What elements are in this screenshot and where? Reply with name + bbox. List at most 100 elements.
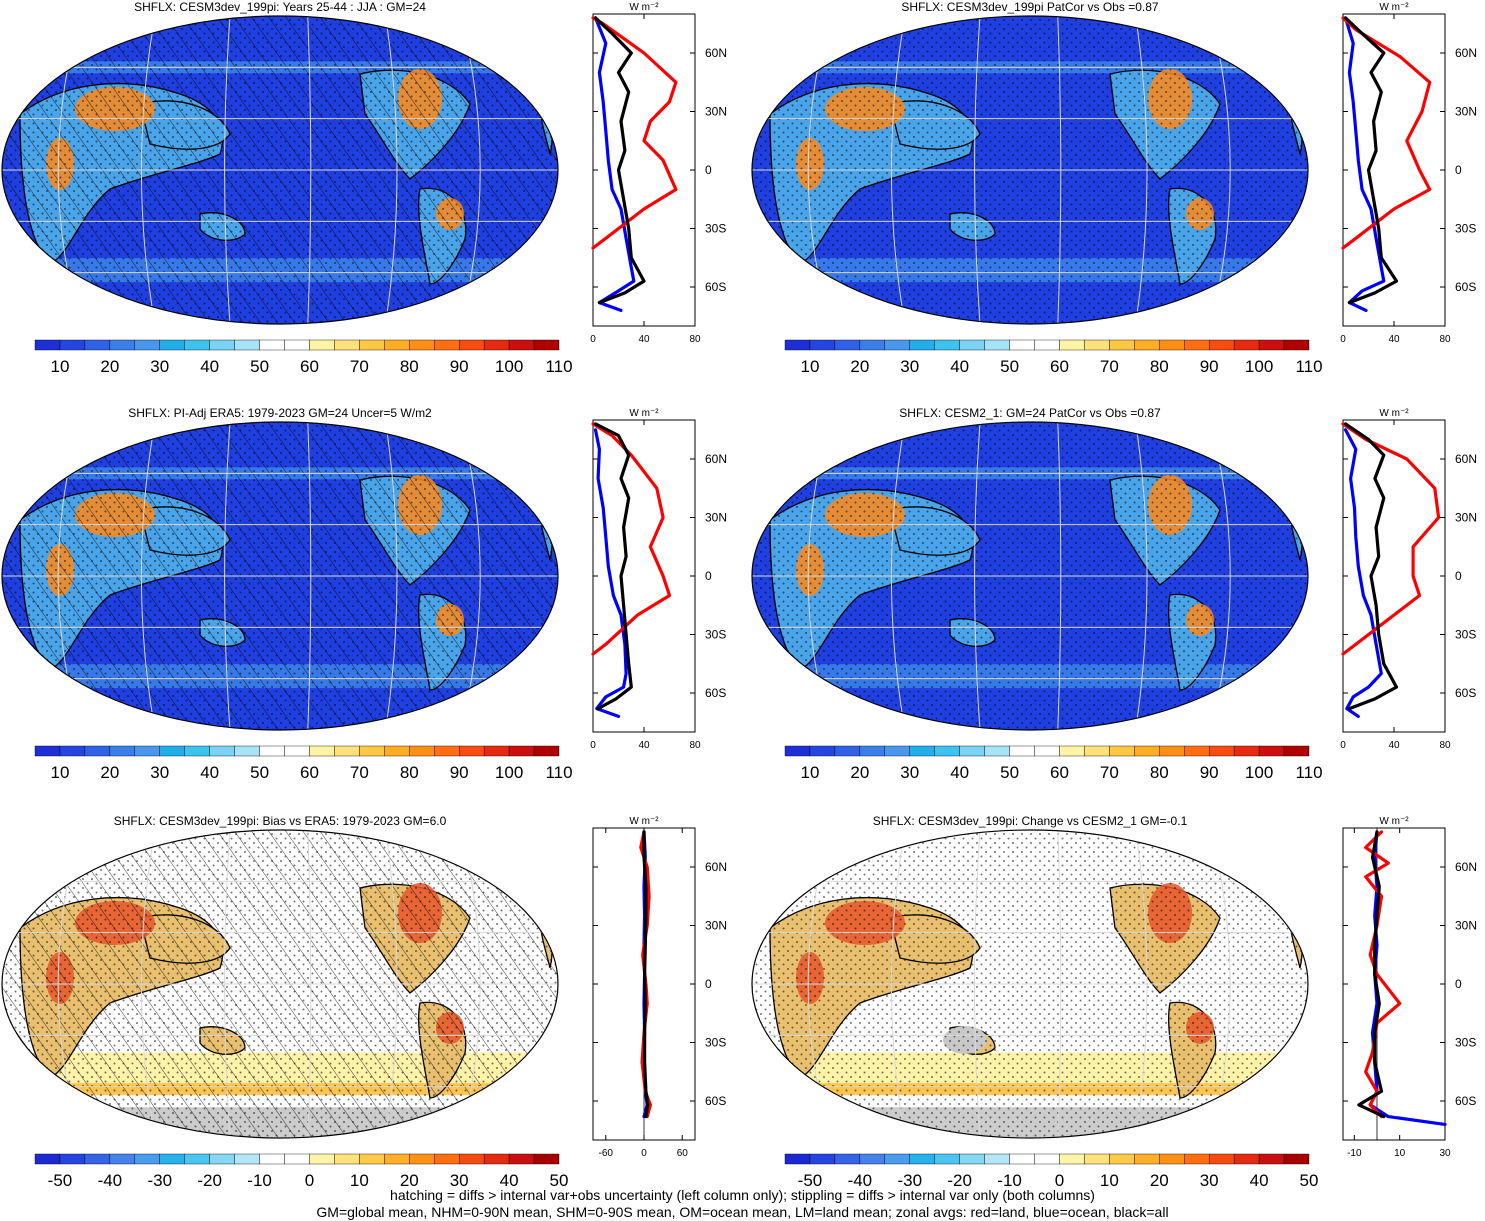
colorbar-swatch: [359, 745, 385, 757]
latitude-label: 0: [705, 977, 712, 991]
colorbar-label: 40: [950, 763, 969, 782]
colorbar-swatch: [384, 745, 410, 757]
colorbar-swatch: [59, 1153, 86, 1165]
profile-unit: W m⁻²: [629, 816, 659, 827]
chart-title: SHFLX: PI-Adj ERA5: 1979-2023 GM=24 Unce…: [128, 406, 432, 420]
chart-panel-6: SHFLX: CESM3dev_199pi: Change vs CESM2_1…: [750, 814, 1485, 1204]
meridian-gridline: [385, 830, 398, 1138]
latitude-label: 0: [705, 163, 712, 177]
colorbar-label: 110: [545, 357, 572, 376]
land-zonal-line: [1341, 16, 1432, 250]
meridian-gridline: [1057, 422, 1062, 730]
meridian-gridline: [307, 16, 312, 324]
colorbar-label: -50: [48, 1171, 73, 1190]
colorbar-swatch: [184, 339, 210, 351]
colorbar-swatch: [1059, 745, 1085, 757]
colorbar-swatch: [284, 339, 310, 351]
colorbar-swatch: [1084, 745, 1110, 757]
profile-tick-label: 0: [1340, 334, 1346, 345]
colorbar-swatch: [34, 745, 61, 757]
chart-svg: 10 20 30 40 50 60 70 80 90 100 110 W m⁻² 0 40 80 60N 30N…: [751, 408, 1477, 782]
colorbar-swatch: [1159, 745, 1185, 757]
footer-note-hatching: hatching = diffs > internal var+obs unce…: [390, 1187, 1095, 1203]
colorbar-swatch: [1009, 745, 1035, 757]
colorbar-label: 110: [1295, 763, 1322, 782]
latitude-label: 30S: [705, 1036, 726, 1050]
colorbar-swatch: [184, 745, 210, 757]
colorbar-label: 90: [450, 357, 469, 376]
chart-title: SHFLX: CESM3dev_199pi: Years 25-44 : JJA…: [134, 0, 426, 14]
latitude-label: 30S: [1455, 628, 1476, 642]
colorbar-label: -50: [798, 1171, 823, 1190]
colorbar-swatch: [134, 339, 160, 351]
colorbar-swatch: [984, 1153, 1010, 1165]
colorbar-swatch: [984, 745, 1010, 757]
chart-panel-5: SHFLX: CESM3dev_199pi: Bias vs ERA5: 197…: [0, 814, 740, 1204]
latitude-label: 60N: [705, 46, 727, 60]
colorbar-swatch: [259, 745, 285, 757]
colorbar-swatch: [159, 1153, 185, 1165]
colorbar-label: 30: [900, 763, 919, 782]
colorbar-swatch: [409, 339, 435, 351]
colorbar-swatch: [909, 745, 935, 757]
meridian-gridline: [890, 830, 906, 1138]
chart-svg: -50 -40 -30 -20 -10 0 10 20 30 40 50 W m⁻² -10 10 30 60…: [751, 816, 1477, 1190]
colorbar-label: 50: [250, 357, 269, 376]
colorbar-label: 70: [350, 763, 369, 782]
meridian-gridline: [140, 16, 156, 324]
latitude-label: 60S: [1455, 280, 1476, 294]
colorbar-swatch: [508, 339, 535, 351]
ocean-zonal-line: [593, 16, 636, 312]
land-zonal-line: [1364, 830, 1402, 1119]
profile-tick-label: 40: [638, 334, 650, 345]
latitude-label: 30N: [705, 511, 727, 525]
colorbar-swatch: [1109, 1153, 1135, 1165]
chart-title: SHFLX: CESM3dev_199pi: Bias vs ERA5: 197…: [113, 814, 447, 828]
colorbar-swatch: [59, 339, 86, 351]
colorbar-swatch: [134, 745, 160, 757]
colorbar-label: 80: [1150, 357, 1169, 376]
colorbar-label: -10: [997, 1171, 1022, 1190]
colorbar-swatch: [384, 339, 410, 351]
meridian-gridline: [890, 422, 906, 730]
latitude-label: 30S: [1455, 1036, 1476, 1050]
profile-tick-label: 0: [590, 334, 596, 345]
colorbar-swatch: [909, 339, 935, 351]
colorbar-label: 20: [100, 763, 119, 782]
latitude-label: 60S: [1455, 686, 1476, 700]
colorbar-label: 40: [1250, 1171, 1269, 1190]
latitude-label: 60N: [1455, 860, 1477, 874]
colorbar-label: 0: [1055, 1171, 1064, 1190]
zonal-profile: W m⁻² 0 40 80 60N 30N 0 30S 60S: [1340, 408, 1477, 751]
chart-panel-3: SHFLX: PI-Adj ERA5: 1979-2023 GM=24 Unce…: [0, 406, 740, 796]
colorbar-swatch: [1109, 745, 1135, 757]
colorbar-swatch: [109, 745, 136, 757]
colorbar-swatch: [1233, 339, 1260, 351]
colorbar-swatch: [309, 339, 335, 351]
colorbar-label: 20: [850, 357, 869, 376]
colorbar-label: 100: [1245, 357, 1273, 376]
colorbar-swatch: [334, 339, 360, 351]
latitude-label: 60N: [1455, 46, 1477, 60]
colorbar-swatch: [834, 745, 861, 757]
colorbar-label: 50: [250, 763, 269, 782]
profile-tick-label: 10: [1394, 1148, 1406, 1159]
colorbar: 10 20 30 40 50 60 70 80 90 100 110: [784, 339, 1323, 376]
colorbar-label: 10: [1100, 1171, 1119, 1190]
colorbar-swatch: [508, 745, 535, 757]
ocean-zonal-line: [1343, 428, 1383, 718]
colorbar-label: -30: [147, 1171, 172, 1190]
latitude-label: 60N: [705, 860, 727, 874]
colorbar-swatch: [784, 745, 811, 757]
colorbar-swatch: [159, 745, 185, 757]
profile-frame: [1342, 827, 1446, 1141]
colorbar-swatch: [109, 339, 136, 351]
colorbar-swatch: [1034, 1153, 1060, 1165]
colorbar-swatch: [1009, 339, 1035, 351]
all-zonal-line: [593, 422, 633, 711]
colorbar-swatch: [809, 745, 836, 757]
colorbar: 10 20 30 40 50 60 70 80 90 100 110: [34, 339, 573, 376]
profile-tick-label: 80: [1439, 740, 1451, 751]
colorbar-swatch: [1233, 1153, 1260, 1165]
colorbar-label: 20: [1150, 1171, 1169, 1190]
